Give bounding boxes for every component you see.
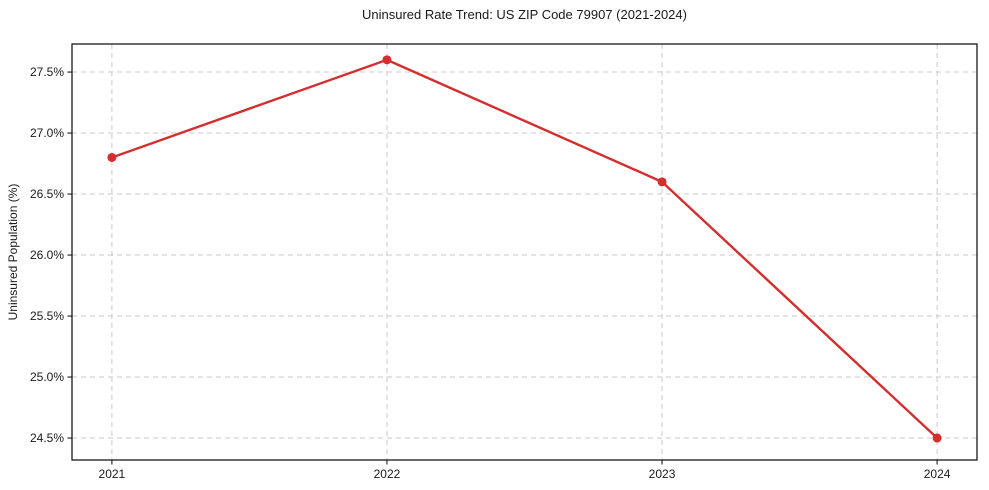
- y-tick-label: 26.0%: [30, 248, 64, 262]
- data-point-marker: [657, 177, 667, 187]
- x-tick-label: 2023: [649, 467, 676, 481]
- x-tick-label: 2024: [924, 467, 951, 481]
- chart-title: Uninsured Rate Trend: US ZIP Code 79907 …: [362, 7, 687, 22]
- axes-border: [71, 43, 978, 461]
- y-tick-label: 27.0%: [30, 126, 64, 140]
- data-point-marker: [382, 55, 392, 65]
- trend-line: [110, 58, 939, 440]
- y-tick-label: 25.0%: [30, 370, 64, 384]
- data-point-marker: [107, 152, 117, 162]
- y-tick-label: 25.5%: [30, 309, 64, 323]
- data-point-marker: [932, 433, 942, 443]
- x-tick-label: 2022: [374, 467, 401, 481]
- y-tick-label: 27.5%: [30, 65, 64, 79]
- y-tick-label: 26.5%: [30, 187, 64, 201]
- y-tick-label: 24.5%: [30, 431, 64, 445]
- x-tick-label: 2021: [99, 467, 126, 481]
- y-axis-label: Uninsured Population (%): [6, 183, 20, 321]
